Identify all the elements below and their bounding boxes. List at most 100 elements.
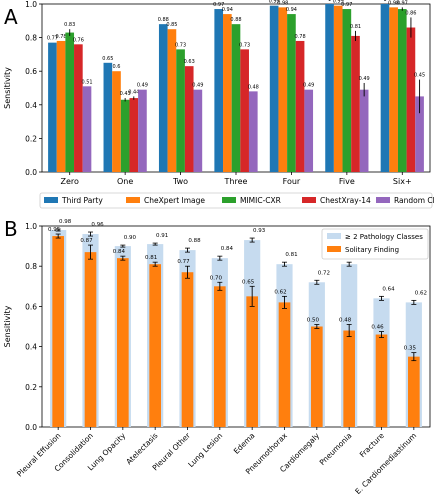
bar-mimic-cxr-two xyxy=(176,49,185,172)
legend-label-chexpert-image: CheXpert Image xyxy=(144,196,205,205)
x-tick-label-four: Four xyxy=(283,177,301,186)
bar-solitary-finding-atelectasis xyxy=(149,264,161,427)
data-label-mimic-cxr-three: 0.88 xyxy=(230,17,241,23)
data-label-solitary-finding-edema: 0.65 xyxy=(242,279,255,285)
data-label-chestxray-14-six: 0.86 xyxy=(405,10,416,16)
y-tick-label: 0.8 xyxy=(25,262,37,271)
data-label-2-pathology-classes-atelectasis: 0.91 xyxy=(156,233,168,239)
bar-chestxray-14-five xyxy=(351,35,360,172)
bar-chexpert-image-five xyxy=(333,5,343,173)
data-label-random-classifier-five: 0.49 xyxy=(359,76,370,82)
data-label-third-party-zero: 0.77 xyxy=(47,36,58,42)
legend-label-mimic-cxr: MIMIC-CXR xyxy=(240,196,281,205)
data-label-2-pathology-classes-cardiomegaly: 0.72 xyxy=(318,270,330,276)
x-tick-label-e-cardiomediastinum: E. Cardiomediastinum xyxy=(353,431,418,496)
legend-label-2-pathology-classes: ≥ 2 Pathology Classes xyxy=(345,233,423,241)
bar-solitary-finding-pleural-effusion xyxy=(52,236,64,427)
legend-box xyxy=(321,228,429,260)
panel-b-axes: 0.0 0.2 0.4 0.6 0.8 1.0 xyxy=(25,222,431,432)
data-label-chestxray-14-zero: 0.76 xyxy=(73,37,84,43)
bar-chexpert-image-zero xyxy=(56,40,66,173)
bar-random-classifier-four xyxy=(304,89,314,172)
y-tick-label: 0.6 xyxy=(25,67,37,76)
x-tick-label-edema: Edema xyxy=(232,431,257,456)
bar-random-classifier-two xyxy=(193,89,203,172)
x-tick-label-five: Five xyxy=(339,177,355,186)
data-label-third-party-four: 0.99 xyxy=(269,0,280,5)
bar-chexpert-image-two xyxy=(167,29,177,173)
legend-swatch-random-classifier xyxy=(376,197,390,203)
bar-mimic-cxr-six xyxy=(397,9,407,173)
bar-chexpert-image-one xyxy=(112,71,121,172)
bar-third-party-one xyxy=(103,62,113,172)
data-label-solitary-finding-fracture: 0.46 xyxy=(371,325,384,331)
bar-mimic-cxr-four xyxy=(287,14,296,172)
bar-solitary-finding-cardiomegaly xyxy=(311,326,323,427)
data-label-solitary-finding-atelectasis: 0.81 xyxy=(145,255,157,261)
y-tick-label: 1.0 xyxy=(25,0,37,9)
data-label-mimic-cxr-six: 0.97 xyxy=(397,0,408,6)
data-label-random-classifier-four: 0.49 xyxy=(303,83,314,89)
data-label-mimic-cxr-five: 0.97 xyxy=(341,2,352,8)
bar-chestxray-14-zero xyxy=(74,44,83,172)
legend-swatch-third-party xyxy=(44,197,58,203)
data-label-2-pathology-classes-pleural-effusion: 0.98 xyxy=(59,219,72,225)
y-tick-label: 0.2 xyxy=(25,383,37,392)
data-label-random-classifier-one: 0.49 xyxy=(137,83,148,89)
x-tick-label-fracture: Fracture xyxy=(358,431,386,459)
data-label-solitary-finding-e-cardiomediastinum: 0.35 xyxy=(404,346,417,352)
y-tick-label: 0.2 xyxy=(25,134,37,143)
data-label-2-pathology-classes-pneumothorax: 0.81 xyxy=(285,252,297,258)
bar-solitary-finding-e-cardiomediastinum xyxy=(408,356,420,427)
bar-chestxray-14-three xyxy=(240,49,249,172)
bar-mimic-cxr-zero xyxy=(65,32,75,173)
data-label-solitary-finding-consolidation: 0.87 xyxy=(80,238,93,244)
bar-chexpert-image-four xyxy=(278,7,288,172)
legend-swatch-chexpert-image xyxy=(126,197,140,203)
bar-solitary-finding-pneumonia xyxy=(343,330,355,427)
y-tick-label: 0.8 xyxy=(25,34,37,43)
bar-chestxray-14-two xyxy=(184,66,194,172)
x-tick-label-three: Three xyxy=(224,177,248,186)
data-label-random-classifier-zero: 0.51 xyxy=(81,79,92,85)
x-tick-label-one: One xyxy=(117,177,133,186)
bar-solitary-finding-lung-lesion xyxy=(214,286,226,427)
data-label-third-party-two: 0.88 xyxy=(158,17,169,23)
panel-b-legend: ≥ 2 Pathology Classes Solitary Finding xyxy=(321,228,429,260)
bar-random-classifier-one xyxy=(138,89,147,172)
bar-chexpert-image-six xyxy=(389,7,398,172)
panel-a-label: A xyxy=(4,5,18,29)
x-tick-label-lung-lesion: Lung Lesion xyxy=(186,431,224,469)
legend-label-solitary-finding: Solitary Finding xyxy=(345,246,399,254)
bar-random-classifier-five xyxy=(359,89,369,172)
bar-mimic-cxr-three xyxy=(231,24,241,172)
y-tick-label: 0.0 xyxy=(25,168,37,177)
bar-chestxray-14-four xyxy=(295,40,305,173)
legend-label-chestxray-14: ChestXray-14 xyxy=(320,196,371,205)
bar-solitary-finding-consolidation xyxy=(84,252,97,427)
data-label-chexpert-image-six: 0.98 xyxy=(388,0,399,6)
y-tick-label: 0.4 xyxy=(25,101,37,110)
data-label-solitary-finding-pleural-effusion: 0.95 xyxy=(48,227,61,233)
y-tick-label: 0.6 xyxy=(25,302,37,311)
x-tick-label-two: Two xyxy=(172,177,188,186)
bar-mimic-cxr-one xyxy=(120,99,130,172)
data-label-chestxray-14-two: 0.63 xyxy=(184,59,195,65)
data-label-solitary-finding-pleural-other: 0.77 xyxy=(177,259,190,265)
panel-a-bars: 0.770.780.830.760.51Zero0.650.60.430.440… xyxy=(47,0,425,186)
data-label-solitary-finding-cardiomegaly: 0.50 xyxy=(307,317,320,323)
bar-third-party-six xyxy=(380,4,390,172)
bar-chestxray-14-one xyxy=(129,98,139,172)
panel-a: A Sensitivity 0.00.20.40.60.81.0 0.770.7… xyxy=(3,0,435,209)
legend-label-third-party: Third Party xyxy=(61,196,103,205)
data-label-2-pathology-classes-pleural-other: 0.88 xyxy=(188,238,201,244)
y-tick-label: 1.0 xyxy=(25,222,37,231)
bar-third-party-four xyxy=(269,5,279,173)
data-label-chexpert-image-five: 0.99 xyxy=(333,0,344,5)
data-label-mimic-cxr-two: 0.73 xyxy=(175,42,186,48)
data-label-third-party-three: 0.97 xyxy=(213,2,224,8)
bar-third-party-zero xyxy=(48,42,57,172)
data-label-third-party-one: 0.65 xyxy=(102,56,113,62)
data-label-random-classifier-six: 0.45 xyxy=(414,73,425,79)
